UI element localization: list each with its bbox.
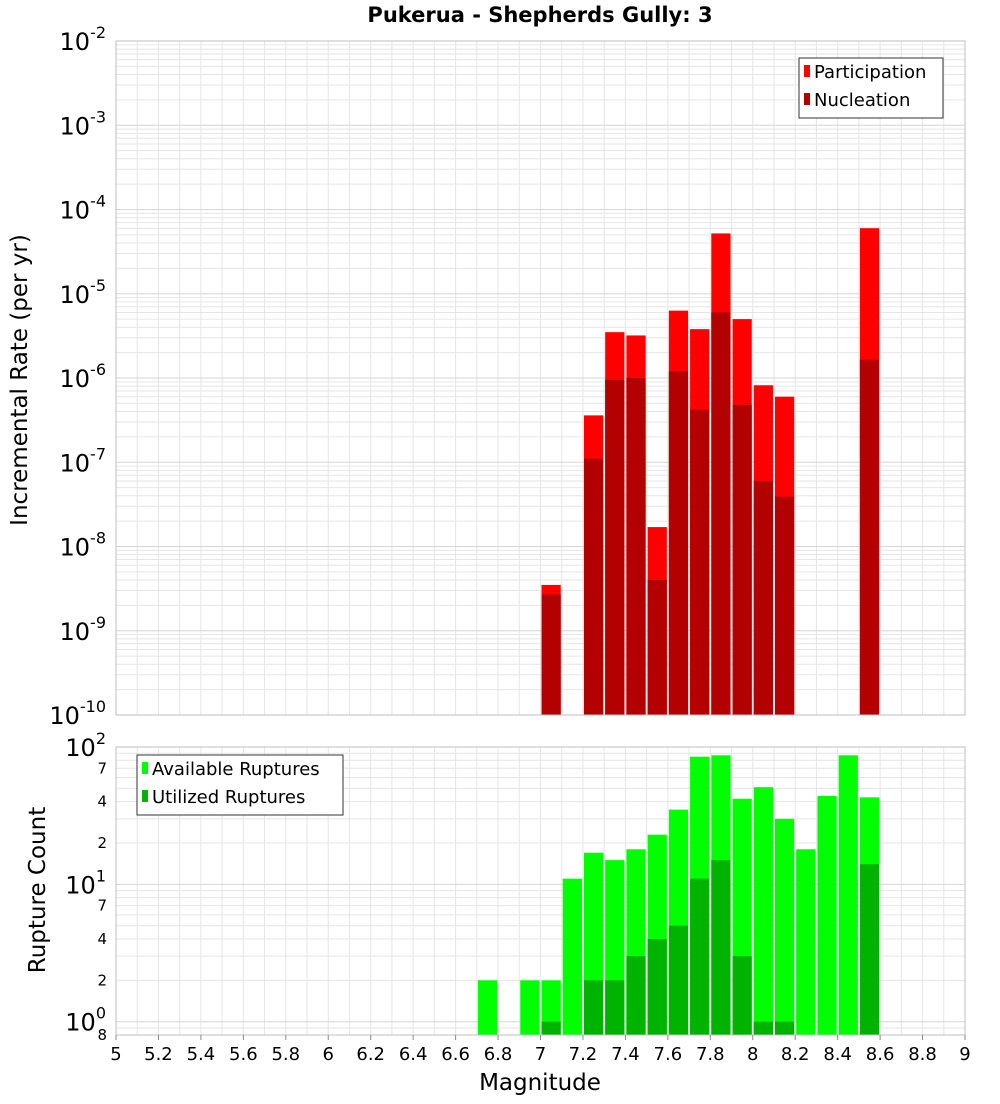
x-tick-label: 7.4 xyxy=(611,1044,640,1065)
bottom-bar-utilized-ruptures xyxy=(711,860,731,1035)
x-tick-label: 8.6 xyxy=(866,1044,895,1065)
top-panel: 10-10 10-9 10-8 10-7 10-6 10-5 10-4 10-3 10-2 Par… xyxy=(49,23,966,730)
top-bar-nucleation xyxy=(583,458,604,715)
x-tick-label: 7.6 xyxy=(654,1044,683,1065)
bottom-y-minor-tick-label: 4 xyxy=(97,930,107,948)
top-legend-swatch xyxy=(804,93,810,105)
x-tick-label: 7.8 xyxy=(696,1044,725,1065)
bottom-bar-utilized-ruptures xyxy=(859,864,880,1035)
x-tick-label: 6.6 xyxy=(441,1044,470,1065)
bottom-legend-swatch xyxy=(142,762,148,774)
x-tick-label: 7 xyxy=(535,1044,546,1065)
top-y-tick-label: 10-2 xyxy=(60,23,107,56)
bottom-legend-box xyxy=(136,754,344,816)
x-tick-label: 6.8 xyxy=(484,1044,513,1065)
bottom-bar-available-ruptures xyxy=(541,980,561,1035)
x-tick-label: 5 xyxy=(110,1044,121,1065)
x-tick-label: 9 xyxy=(959,1044,970,1065)
x-tick-label: 6 xyxy=(323,1044,334,1065)
top-legend-swatch xyxy=(804,65,810,77)
bottom-bar-utilized-ruptures xyxy=(753,1021,773,1035)
top-bar-nucleation xyxy=(859,359,880,715)
top-legend-box xyxy=(798,57,944,119)
bottom-bar-available-ruptures xyxy=(838,755,858,1035)
bottom-bar-utilized-ruptures xyxy=(774,1021,795,1035)
bottom-bar-available-ruptures xyxy=(796,849,816,1035)
top-bar-nucleation xyxy=(668,371,689,715)
top-legend-label: Participation xyxy=(814,62,926,83)
bottom-y-minor-tick-label: 2 xyxy=(97,971,107,989)
bottom-y-tick-label: 102 xyxy=(65,729,106,762)
bottom-bar-available-ruptures xyxy=(817,795,837,1035)
top-bar-nucleation xyxy=(732,404,752,715)
bottom-bar-utilized-ruptures xyxy=(732,956,752,1035)
bottom-bar-available-ruptures xyxy=(520,980,540,1035)
top-bar-nucleation xyxy=(690,409,710,715)
bottom-bar-utilized-ruptures xyxy=(626,956,646,1035)
bottom-y-minor-tick-label: 7 xyxy=(97,759,107,777)
top-y-tick-label: 10-9 xyxy=(60,613,107,646)
top-y-tick-label: 10-6 xyxy=(60,360,107,393)
bottom-bar-utilized-ruptures xyxy=(690,878,710,1035)
bottom-legend-label: Available Ruptures xyxy=(152,759,320,780)
bottom-bar-utilized-ruptures xyxy=(541,1021,561,1035)
bottom-bar-available-ruptures xyxy=(477,980,498,1035)
bottom-y-minor-tick-label: 4 xyxy=(97,793,107,811)
top-y-tick-label: 10-3 xyxy=(60,107,107,140)
x-tick-label: 8.8 xyxy=(908,1044,937,1065)
bottom-bar-utilized-ruptures xyxy=(647,939,667,1035)
top-y-tick-label: 10-7 xyxy=(60,444,107,477)
top-y-tick-label: 10-4 xyxy=(60,192,107,225)
x-tick-label: 8.2 xyxy=(781,1044,810,1065)
chart-title: Pukerua - Shepherds Gully: 3 xyxy=(367,3,712,27)
top-bar-nucleation xyxy=(647,580,667,715)
bottom-y-minor-tick-label: 8 xyxy=(97,1026,107,1044)
x-tick-label: 6.4 xyxy=(399,1044,428,1065)
x-tick-label: 6.2 xyxy=(356,1044,385,1065)
x-tick-label: 7.2 xyxy=(569,1044,598,1065)
top-bar-nucleation xyxy=(711,312,731,715)
bottom-y-minor-tick-label: 2 xyxy=(97,834,107,852)
bottom-y-minor-tick-label: 7 xyxy=(97,897,107,915)
x-tick-label: 5.2 xyxy=(144,1044,173,1065)
top-bar-nucleation xyxy=(605,379,625,715)
top-y-tick-label: 10-10 xyxy=(49,697,106,730)
top-bar-nucleation xyxy=(753,480,773,715)
top-bar-nucleation xyxy=(541,594,561,715)
bottom-bar-utilized-ruptures xyxy=(605,980,625,1035)
bottom-y-tick-label: 100 xyxy=(65,1004,106,1037)
x-tick-label: 5.4 xyxy=(187,1044,216,1065)
top-y-tick-label: 10-8 xyxy=(60,529,107,562)
bottom-bar-utilized-ruptures xyxy=(668,925,689,1035)
x-axis-label: Magnitude xyxy=(479,1070,601,1096)
bottom-y-tick-label: 101 xyxy=(65,866,106,899)
x-tick-label: 8 xyxy=(747,1044,758,1065)
bottom-bar-available-ruptures xyxy=(774,818,795,1035)
top-y-tick-label: 10-5 xyxy=(60,276,107,309)
bottom-legend-swatch xyxy=(142,790,148,802)
top-bar-nucleation xyxy=(774,496,795,715)
top-y-axis-label: Incremental Rate (per yr) xyxy=(7,234,33,526)
bottom-legend-label: Utilized Ruptures xyxy=(152,787,305,808)
x-tick-label: 8.4 xyxy=(823,1044,852,1065)
x-tick-label: 5.8 xyxy=(271,1044,300,1065)
bottom-bar-available-ruptures xyxy=(562,878,582,1035)
bottom-bar-utilized-ruptures xyxy=(583,980,604,1035)
top-bar-nucleation xyxy=(626,378,646,715)
top-plot-frame xyxy=(115,40,966,716)
bottom-y-axis-label: Rupture Count xyxy=(25,807,51,973)
bottom-bar-available-ruptures xyxy=(753,787,773,1035)
x-tick-label: 5.6 xyxy=(229,1044,258,1065)
top-legend-label: Nucleation xyxy=(814,90,910,111)
